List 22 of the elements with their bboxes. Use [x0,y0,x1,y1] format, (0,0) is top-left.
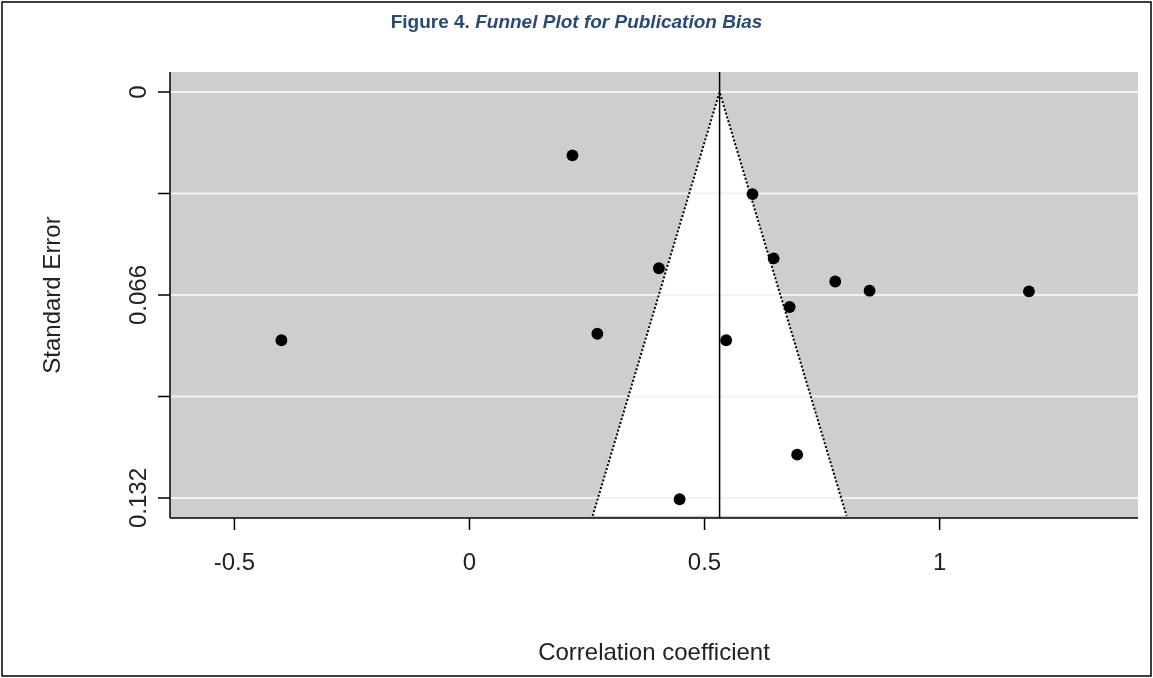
point [791,448,804,461]
point [275,334,288,347]
x-tick-label: 0.5 [687,548,722,575]
y-tick-label: 0.066 [124,264,151,326]
point [653,262,665,275]
point [863,284,876,297]
x-axis-title: Correlation coefficient [538,638,771,665]
point [720,334,733,347]
x-tick-label: 0 [462,548,477,575]
point [591,327,604,340]
point [673,493,686,506]
x-tick-label: 1 [932,548,947,575]
point [566,149,579,162]
point [829,275,842,288]
y-tick-label: 0 [124,85,151,99]
point [767,252,780,265]
chart-title: Figure 4. Funnel Plot for Publication Bias [390,11,763,32]
y-axis-title: Standard Error [38,216,65,374]
x-tick-label: -0.5 [213,548,256,575]
point [783,301,796,313]
point [1023,285,1035,298]
y-tick-label: 0.132 [124,467,151,529]
